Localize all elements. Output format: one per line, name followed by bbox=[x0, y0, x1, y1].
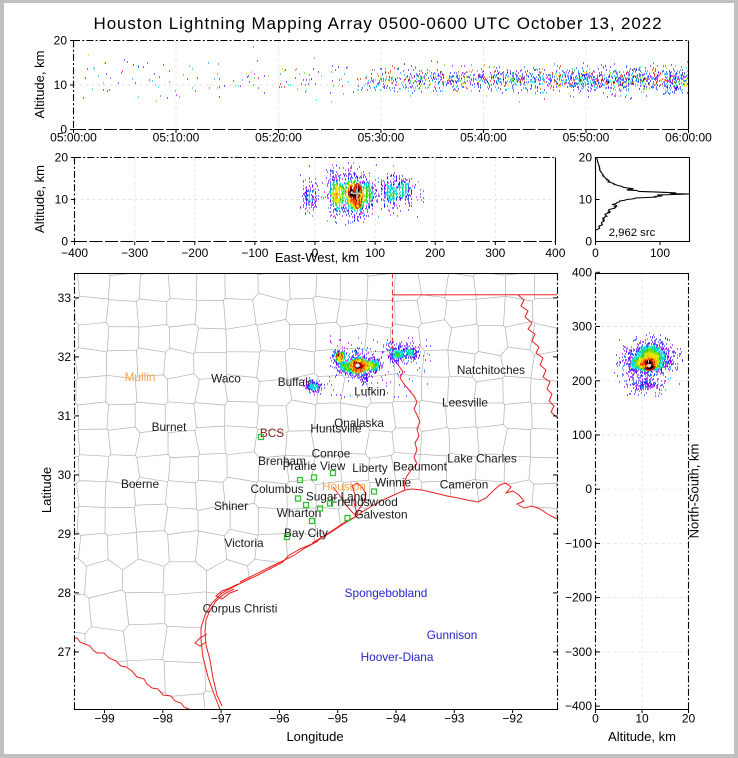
svg-text:05:20:00: 05:20:00 bbox=[255, 131, 302, 145]
svg-text:29: 29 bbox=[58, 527, 72, 541]
svg-text:Lufkin: Lufkin bbox=[354, 385, 385, 399]
svg-text:Huntsville: Huntsville bbox=[310, 422, 362, 436]
svg-text:28: 28 bbox=[58, 586, 72, 600]
svg-text:Beaumont: Beaumont bbox=[393, 460, 447, 474]
svg-text:Burnet: Burnet bbox=[152, 420, 187, 434]
svg-text:0: 0 bbox=[61, 235, 68, 249]
svg-text:Bay City: Bay City bbox=[284, 526, 328, 540]
svg-text:Altitude, km: Altitude, km bbox=[608, 729, 676, 744]
svg-text:−96: −96 bbox=[269, 712, 290, 726]
svg-text:10: 10 bbox=[579, 193, 593, 207]
svg-text:30: 30 bbox=[58, 468, 72, 482]
svg-text:Waco: Waco bbox=[211, 372, 241, 386]
svg-text:Conroe: Conroe bbox=[312, 447, 351, 461]
svg-text:−97: −97 bbox=[211, 712, 232, 726]
svg-text:Natchitoches: Natchitoches bbox=[457, 363, 525, 377]
svg-text:10: 10 bbox=[55, 193, 69, 207]
svg-text:2,962 src: 2,962 src bbox=[609, 227, 656, 239]
svg-text:Longitude: Longitude bbox=[286, 729, 343, 744]
svg-text:0: 0 bbox=[312, 246, 319, 260]
svg-text:−99: −99 bbox=[94, 712, 115, 726]
svg-text:200: 200 bbox=[425, 246, 445, 260]
svg-text:0: 0 bbox=[585, 235, 592, 249]
svg-text:32: 32 bbox=[58, 350, 72, 364]
svg-text:300: 300 bbox=[485, 246, 505, 260]
svg-text:−98: −98 bbox=[153, 712, 174, 726]
svg-text:06:00:00: 06:00:00 bbox=[665, 131, 712, 145]
svg-text:Friendswood: Friendswood bbox=[330, 495, 398, 509]
svg-text:Brenham: Brenham bbox=[258, 454, 306, 468]
svg-text:Prairie View: Prairie View bbox=[283, 459, 346, 473]
svg-text:Galveston: Galveston bbox=[354, 508, 407, 522]
svg-text:27: 27 bbox=[58, 645, 72, 659]
svg-text:−200: −200 bbox=[181, 246, 208, 260]
svg-text:05:00:00: 05:00:00 bbox=[50, 131, 97, 145]
svg-text:100: 100 bbox=[572, 428, 592, 442]
svg-text:100: 100 bbox=[650, 246, 670, 260]
svg-text:Winnie: Winnie bbox=[375, 476, 411, 490]
svg-text:20: 20 bbox=[54, 34, 68, 48]
svg-text:20: 20 bbox=[55, 151, 69, 165]
svg-text:Spongebobland: Spongebobland bbox=[345, 586, 428, 600]
svg-text:33: 33 bbox=[58, 291, 72, 305]
svg-text:400: 400 bbox=[545, 246, 565, 260]
svg-text:05:40:00: 05:40:00 bbox=[460, 131, 507, 145]
svg-text:0: 0 bbox=[585, 482, 592, 496]
svg-text:100: 100 bbox=[365, 246, 385, 260]
svg-text:10: 10 bbox=[54, 78, 68, 92]
svg-text:Shiner: Shiner bbox=[214, 499, 248, 513]
svg-text:Columbus: Columbus bbox=[250, 482, 303, 496]
svg-text:31: 31 bbox=[58, 409, 72, 423]
svg-text:−100: −100 bbox=[565, 536, 592, 550]
svg-text:−100: −100 bbox=[241, 246, 268, 260]
svg-text:−400: −400 bbox=[565, 699, 592, 713]
svg-text:Houston Lightning Mapping Arra: Houston Lightning Mapping Array 0500-060… bbox=[94, 14, 663, 33]
svg-text:Lake Charles: Lake Charles bbox=[447, 452, 517, 466]
svg-text:Leesville: Leesville bbox=[442, 396, 488, 410]
svg-text:Sugar Land,: Sugar Land, bbox=[306, 490, 370, 504]
svg-text:−200: −200 bbox=[565, 591, 592, 605]
svg-text:Corpus Christi: Corpus Christi bbox=[203, 602, 278, 616]
svg-text:300: 300 bbox=[572, 320, 592, 334]
svg-text:05:10:00: 05:10:00 bbox=[153, 131, 200, 145]
svg-text:05:30:00: 05:30:00 bbox=[358, 131, 405, 145]
svg-text:10: 10 bbox=[635, 712, 649, 726]
svg-text:20: 20 bbox=[579, 151, 593, 165]
svg-text:Altitude, km: Altitude, km bbox=[32, 51, 47, 119]
svg-text:−93: −93 bbox=[444, 712, 465, 726]
svg-text:400: 400 bbox=[572, 265, 592, 279]
svg-text:Gunnison: Gunnison bbox=[427, 628, 478, 642]
svg-text:Wharton: Wharton bbox=[277, 506, 322, 520]
svg-text:−300: −300 bbox=[121, 246, 148, 260]
svg-text:Altitude, km: Altitude, km bbox=[32, 165, 47, 233]
svg-text:Liberty: Liberty bbox=[352, 461, 388, 475]
svg-text:−300: −300 bbox=[565, 645, 592, 659]
svg-text:−92: −92 bbox=[502, 712, 523, 726]
svg-text:05:50:00: 05:50:00 bbox=[563, 131, 610, 145]
svg-text:0: 0 bbox=[592, 246, 599, 260]
svg-text:−94: −94 bbox=[386, 712, 407, 726]
svg-text:Boerne: Boerne bbox=[121, 477, 159, 491]
svg-text:0: 0 bbox=[60, 123, 67, 137]
svg-text:Hoover-Diana: Hoover-Diana bbox=[361, 650, 434, 664]
svg-text:200: 200 bbox=[572, 374, 592, 388]
svg-text:20: 20 bbox=[682, 712, 696, 726]
svg-text:−95: −95 bbox=[328, 712, 349, 726]
svg-text:East-West, km: East-West, km bbox=[275, 250, 359, 265]
svg-text:Buffalo: Buffalo bbox=[278, 375, 315, 389]
svg-text:Mullin: Mullin bbox=[125, 370, 156, 384]
svg-text:Victoria: Victoria bbox=[224, 536, 264, 550]
svg-text:Latitude: Latitude bbox=[39, 467, 54, 513]
svg-text:Onalaska: Onalaska bbox=[334, 416, 384, 430]
svg-text:0: 0 bbox=[592, 712, 599, 726]
svg-text:−400: −400 bbox=[61, 246, 88, 260]
svg-text:North-South, km: North-South, km bbox=[687, 444, 702, 539]
svg-text:Houston: Houston bbox=[322, 480, 366, 494]
svg-text:Cameron: Cameron bbox=[440, 478, 489, 492]
svg-text:BCS: BCS bbox=[260, 426, 284, 440]
